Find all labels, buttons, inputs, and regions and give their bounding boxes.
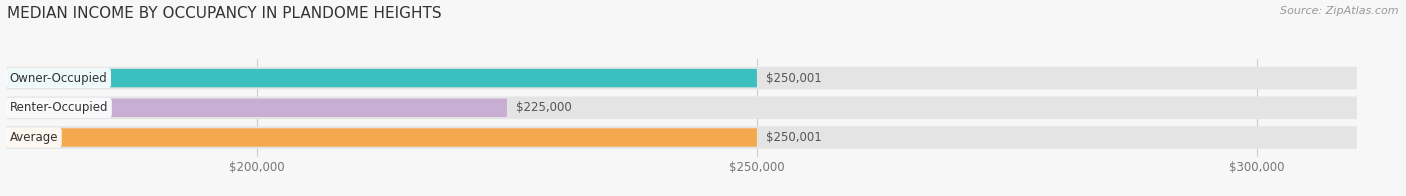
FancyBboxPatch shape xyxy=(7,67,1357,89)
Text: Source: ZipAtlas.com: Source: ZipAtlas.com xyxy=(1281,6,1399,16)
Text: Owner-Occupied: Owner-Occupied xyxy=(10,72,107,85)
Text: $225,000: $225,000 xyxy=(516,101,572,114)
Text: $250,001: $250,001 xyxy=(766,131,823,144)
Text: Average: Average xyxy=(10,131,58,144)
FancyBboxPatch shape xyxy=(7,69,756,87)
Text: MEDIAN INCOME BY OCCUPANCY IN PLANDOME HEIGHTS: MEDIAN INCOME BY OCCUPANCY IN PLANDOME H… xyxy=(7,6,441,21)
FancyBboxPatch shape xyxy=(7,96,1357,119)
Text: $250,001: $250,001 xyxy=(766,72,823,85)
FancyBboxPatch shape xyxy=(7,126,1357,149)
Text: Renter-Occupied: Renter-Occupied xyxy=(10,101,108,114)
FancyBboxPatch shape xyxy=(7,128,756,147)
FancyBboxPatch shape xyxy=(7,99,508,117)
